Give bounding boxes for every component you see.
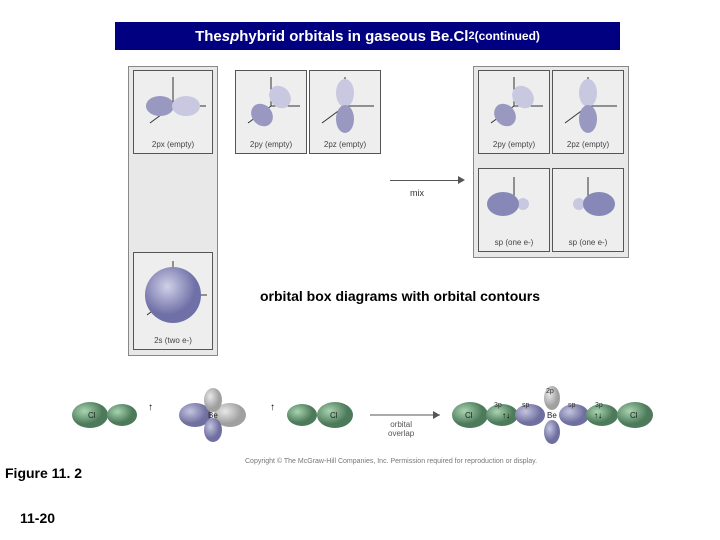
orbital-2pz-r-label: 2pz (empty): [567, 140, 609, 149]
mix-arrow: [390, 180, 460, 181]
orbital-box-2px: 2px (empty): [133, 70, 213, 154]
orbital-2px-label: 2px (empty): [152, 140, 194, 149]
orbital-sp-r-icon: [557, 173, 619, 235]
caption-text: orbital box diagrams with orbital contou…: [260, 288, 540, 304]
svg-text:Be: Be: [547, 411, 557, 420]
svg-text:↑↓: ↑↓: [502, 411, 510, 420]
orbital-2pz-r-icon: [557, 75, 619, 137]
svg-text:Cl: Cl: [630, 411, 638, 420]
svg-text:sp: sp: [568, 402, 576, 409]
svg-text:Cl: Cl: [465, 411, 473, 420]
title-mid: hybrid orbitals in gaseous Be.Cl: [239, 28, 468, 45]
orbital-box-2s: 2s (two e-): [133, 252, 213, 350]
title-prefix: The: [195, 28, 222, 45]
title-suffix: (continued): [475, 29, 540, 43]
svg-text:Cl: Cl: [88, 411, 96, 420]
orbital-2s-label: 2s (two e-): [154, 336, 192, 345]
figure-label: Figure 11. 2: [5, 465, 82, 481]
title-italic: sp: [222, 28, 240, 45]
svg-text:Cl: Cl: [330, 411, 338, 420]
mix-label: mix: [410, 188, 424, 198]
orbital-box-sp-l: sp (one e-): [478, 168, 550, 252]
overlap-label: orbital overlap: [388, 420, 414, 438]
slide-title: The sp hybrid orbitals in gaseous Be.Cl …: [115, 22, 620, 50]
orbital-box-sp-r: sp (one e-): [552, 168, 624, 252]
orbital-box-2py-left: 2py (empty): [235, 70, 307, 154]
orbital-box-2pz-left: 2pz (empty): [309, 70, 381, 154]
svg-text:3p: 3p: [595, 402, 603, 409]
copyright-text: Copyright © The McGraw-Hill Companies, I…: [245, 458, 537, 465]
orbital-2py-r-icon: [483, 75, 545, 137]
orbital-2py-r-label: 2py (empty): [493, 140, 535, 149]
orbital-sp-l-icon: [483, 173, 545, 235]
orbital-box-2py-right: 2py (empty): [478, 70, 550, 154]
orbital-sp-r-label: sp (one e-): [569, 238, 608, 247]
page-number: 11-20: [20, 510, 55, 526]
svg-text:Be: Be: [208, 411, 218, 420]
svg-text:↑: ↑: [148, 402, 153, 413]
orbital-2px-icon: [138, 75, 208, 137]
mix-arrowhead: [458, 176, 465, 184]
svg-text:sp: sp: [522, 402, 530, 409]
svg-text:↑↓: ↑↓: [594, 411, 602, 420]
orbital-2py-icon: [240, 75, 302, 137]
orbital-2py-left-label: 2py (empty): [250, 140, 292, 149]
svg-text:3p: 3p: [494, 402, 502, 409]
orbital-2pz-left-label: 2pz (empty): [324, 140, 366, 149]
orbital-2s-icon: [137, 257, 209, 333]
molecule-diagram: Cl ↑ Be ↑ Cl Cl 3p ↑↓ sp 2p Be sp 3p ↑↓ …: [70, 380, 690, 450]
orbital-box-2pz-right: 2pz (empty): [552, 70, 624, 154]
svg-text:↑: ↑: [270, 402, 275, 413]
orbital-2pz-icon: [314, 75, 376, 137]
svg-text:2p: 2p: [546, 388, 554, 395]
orbital-sp-l-label: sp (one e-): [495, 238, 534, 247]
